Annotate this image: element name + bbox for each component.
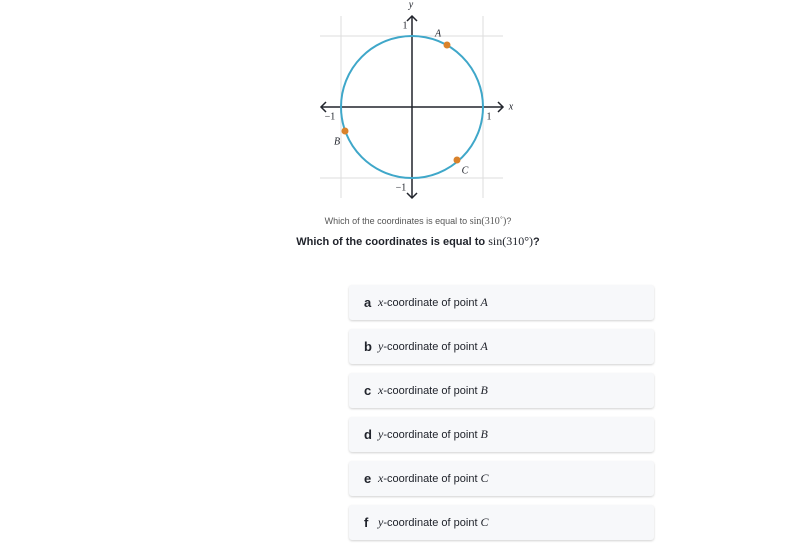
- option-point: B: [480, 427, 488, 441]
- answer-option[interactable]: a x -coordinate of point A: [349, 285, 654, 320]
- option-text: -coordinate of point: [383, 428, 478, 441]
- tick-label: 1: [487, 111, 492, 122]
- point-a: [443, 41, 451, 49]
- y-axis-label: y: [408, 0, 414, 10]
- option-letter: d: [364, 427, 372, 442]
- point-label: A: [434, 28, 442, 39]
- question-end: ?: [532, 236, 540, 248]
- unit-circle: [340, 35, 484, 179]
- caption-text: Which of the coordinates is equal to: [324, 216, 468, 226]
- option-point: B: [480, 383, 488, 397]
- option-text: -coordinate of point: [383, 340, 478, 353]
- option-letter: e: [364, 471, 372, 486]
- point-label: B: [334, 136, 340, 147]
- option-variable: y: [378, 339, 384, 353]
- question: Which of the coordinates is equal to sin…: [0, 234, 800, 249]
- question-text: Which of the coordinates is equal to: [296, 236, 486, 248]
- answer-option[interactable]: c x -coordinate of point B: [349, 373, 654, 408]
- option-letter: a: [364, 295, 372, 310]
- option-point: A: [480, 295, 488, 309]
- caption: Which of the coordinates is equal to sin…: [0, 216, 800, 227]
- answer-option[interactable]: f y -coordinate of point C: [349, 505, 654, 540]
- option-text: -coordinate of point: [383, 516, 478, 529]
- caption-end: ?: [506, 216, 512, 226]
- option-variable: y: [378, 515, 384, 529]
- axes: [319, 14, 505, 200]
- option-point: A: [480, 339, 488, 353]
- x-axis-label: x: [508, 101, 514, 112]
- tick-label: −1: [325, 111, 336, 122]
- point-b: [341, 127, 349, 135]
- question-math: sin(310°): [488, 234, 533, 248]
- tick-label: −1: [396, 182, 407, 193]
- answer-option[interactable]: e x -coordinate of point C: [349, 461, 654, 496]
- answer-option[interactable]: d y -coordinate of point B: [349, 417, 654, 452]
- point-label: C: [462, 165, 469, 176]
- option-variable: y: [378, 427, 384, 441]
- option-letter: f: [364, 515, 369, 530]
- option-point: C: [480, 471, 489, 485]
- option-variable: x: [378, 471, 384, 485]
- option-variable: x: [378, 383, 384, 397]
- option-text: -coordinate of point: [383, 296, 478, 309]
- point-c: [453, 156, 461, 164]
- caption-math: sin(310˚): [469, 216, 507, 227]
- answer-option[interactable]: b y -coordinate of point A: [349, 329, 654, 364]
- option-text: -coordinate of point: [383, 472, 478, 485]
- option-letter: b: [364, 339, 372, 354]
- option-variable: x: [378, 295, 384, 309]
- option-point: C: [480, 515, 489, 529]
- option-text: -coordinate of point: [383, 384, 478, 397]
- tick-label: 1: [403, 20, 408, 31]
- option-letter: c: [364, 383, 372, 398]
